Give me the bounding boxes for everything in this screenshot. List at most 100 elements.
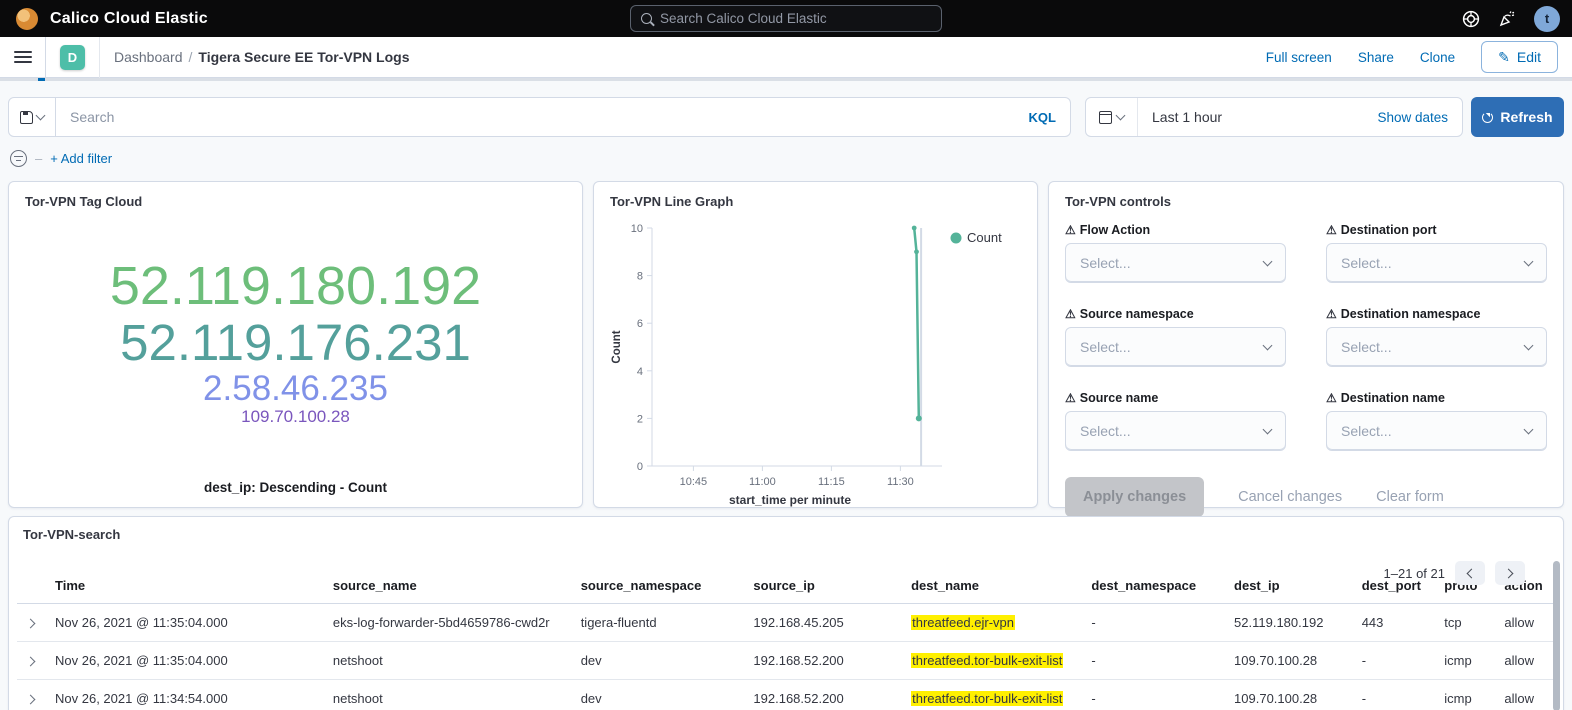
news-announcement-icon[interactable] (1498, 10, 1516, 28)
pencil-icon: ✎ (1498, 48, 1510, 65)
cell-action: allow (1502, 679, 1555, 710)
help-icon[interactable] (1462, 10, 1480, 28)
cell-source_name: netshoot (330, 679, 579, 710)
control-field: ⚠ Destination port Select... (1326, 223, 1547, 283)
column-header-time[interactable]: Time (53, 572, 331, 604)
svg-text:10: 10 (631, 223, 643, 235)
cell-source_ip: 192.168.52.200 (751, 679, 910, 710)
search-placeholder: Search (70, 109, 115, 125)
tag-cloud-term[interactable]: 109.70.100.28 (241, 406, 350, 426)
select-flow-action[interactable]: Select... (1065, 243, 1286, 283)
chevron-down-icon (1523, 340, 1534, 351)
column-header-dest_ip[interactable]: dest_ip (1232, 572, 1360, 604)
tag-cloud: 52.119.180.192 52.119.176.231 2.58.46.235 1… (9, 222, 582, 461)
row-expand-icon[interactable] (25, 618, 36, 629)
clone-button[interactable]: Clone (1419, 49, 1456, 65)
cell-dest_ip: 52.119.180.192 (1232, 603, 1360, 642)
pagination-label: 1–21 of 21 (1383, 565, 1445, 581)
cell-dest_port: - (1359, 641, 1443, 680)
line-chart[interactable]: 0 2 4 6 8 10 10:45 11:00 11:15 11:30 Count start_ti… (610, 216, 1020, 517)
cell-proto: icmp (1442, 679, 1503, 710)
table-scrollbar[interactable] (1553, 561, 1560, 710)
cell-dest_name: threatfeed.tor-bulk-exit-list (909, 641, 1090, 680)
cell-source_ip: 192.168.52.200 (751, 641, 910, 680)
share-button[interactable]: Share (1357, 49, 1394, 65)
cell-source_namespace: tigera-fluentd (578, 603, 752, 642)
svg-text:2: 2 (637, 413, 643, 425)
calico-logo-icon (16, 7, 38, 30)
panel-controls: Tor-VPN controls ⚠ Flow Action Select... ⚠ D… (1048, 181, 1564, 517)
panel-title: Tor-VPN controls (1065, 194, 1171, 209)
table-pagination: 1–21 of 21 (1384, 561, 1525, 585)
highlighted-value: threatfeed.ejr-vpn (911, 615, 1016, 630)
user-avatar[interactable]: t (1534, 5, 1560, 32)
kql-toggle-button[interactable]: KQL (1028, 109, 1056, 125)
select-source-name[interactable]: Select... (1065, 411, 1286, 451)
app-header: Calico Cloud Elastic Search Calico Cloud… (0, 0, 1572, 37)
pagination-next-button[interactable] (1495, 561, 1525, 585)
panel-search-table: Tor-VPN-search 1–21 of 21 Time source_nam… (8, 516, 1564, 710)
select-source-namespace[interactable]: Select... (1065, 327, 1286, 367)
tag-cloud-term[interactable]: 2.58.46.235 (203, 369, 388, 409)
control-field-label: ⚠ Destination namespace (1326, 307, 1481, 321)
chevron-left-icon (1466, 568, 1477, 578)
tag-cloud-term[interactable]: 52.119.180.192 (109, 255, 482, 316)
save-query-icon (20, 110, 33, 124)
refresh-button[interactable]: Refresh (1471, 97, 1564, 137)
column-header-dest_port[interactable]: dest_port (1359, 572, 1443, 604)
chevron-down-icon (1262, 424, 1273, 435)
select-destination-name[interactable]: Select... (1326, 411, 1547, 451)
clear-form-button[interactable]: Clear form (1376, 489, 1444, 505)
chevron-down-icon (1523, 424, 1534, 435)
divider (99, 36, 100, 78)
column-header-source_name[interactable]: source_name (330, 572, 579, 604)
time-range-value[interactable]: Last 1 hour (1152, 109, 1223, 125)
dashboard-app-badge[interactable]: D (60, 44, 85, 70)
chevron-down-icon (1262, 256, 1273, 267)
svg-text:4: 4 (637, 366, 643, 378)
select-destination-port[interactable]: Select... (1326, 243, 1547, 283)
cell-dest_port: - (1359, 679, 1443, 710)
line-chart-svg: 0 2 4 6 8 10 10:45 11:00 11:15 11:30 Count start_ti… (611, 223, 1002, 507)
app-title: Calico Cloud Elastic (50, 9, 208, 27)
column-header-dest_namespace[interactable]: dest_namespace (1089, 572, 1233, 604)
tag-cloud-term[interactable]: 52.119.176.231 (120, 314, 471, 372)
cell-source_namespace: dev (578, 679, 752, 710)
breadcrumb-current: Tigera Secure EE Tor-VPN Logs (198, 49, 410, 65)
global-search-input[interactable]: Search Calico Cloud Elastic (630, 5, 942, 32)
cell-dest_namespace: - (1089, 679, 1233, 710)
column-header-source_namespace[interactable]: source_namespace (578, 572, 752, 604)
column-header-dest_name[interactable]: dest_name (909, 572, 1090, 604)
scroll-indicator (38, 78, 45, 81)
horizontal-scrollbar[interactable] (0, 78, 1572, 81)
cell-dest_port: 443 (1359, 603, 1443, 642)
edit-button[interactable]: ✎ Edit (1481, 41, 1558, 73)
breadcrumb: Dashboard / Tigera Secure EE Tor-VPN Log… (114, 49, 409, 65)
breadcrumb-dashboard[interactable]: Dashboard (114, 49, 183, 65)
menu-button[interactable] (0, 37, 46, 77)
cell-dest_ip: 109.70.100.28 (1232, 679, 1360, 710)
cancel-changes-button[interactable]: Cancel changes (1238, 489, 1343, 505)
apply-changes-button[interactable]: Apply changes (1065, 477, 1205, 517)
column-header-source_ip[interactable]: source_ip (751, 572, 910, 604)
filter-icon[interactable] (10, 149, 27, 167)
filter-dash: – (35, 150, 43, 166)
full-screen-button[interactable]: Full screen (1265, 49, 1332, 65)
global-search-placeholder: Search Calico Cloud Elastic (660, 11, 827, 26)
control-field: ⚠ Source namespace Select... (1065, 307, 1286, 367)
saved-query-menu-button[interactable] (8, 97, 56, 137)
row-expand-icon[interactable] (25, 694, 36, 705)
pagination-prev-button[interactable] (1455, 561, 1485, 585)
cell-proto: icmp (1442, 641, 1503, 680)
chevron-down-icon (1262, 340, 1273, 351)
tag-cloud-footer-label: dest_ip: Descending - Count (203, 480, 387, 495)
row-expand-icon[interactable] (25, 656, 36, 667)
add-filter-button[interactable]: + Add filter (50, 150, 113, 166)
kql-search-input[interactable]: Search KQL (56, 97, 1071, 137)
select-destination-namespace[interactable]: Select... (1326, 327, 1547, 367)
table-row: Nov 26, 2021 @ 11:34:54.000 netshoot dev 19… (17, 679, 1555, 710)
control-field-label: ⚠ Source name (1065, 391, 1159, 405)
date-quick-menu-button[interactable] (1086, 98, 1138, 136)
show-dates-button[interactable]: Show dates (1377, 109, 1448, 125)
expander-column-header (17, 572, 53, 604)
